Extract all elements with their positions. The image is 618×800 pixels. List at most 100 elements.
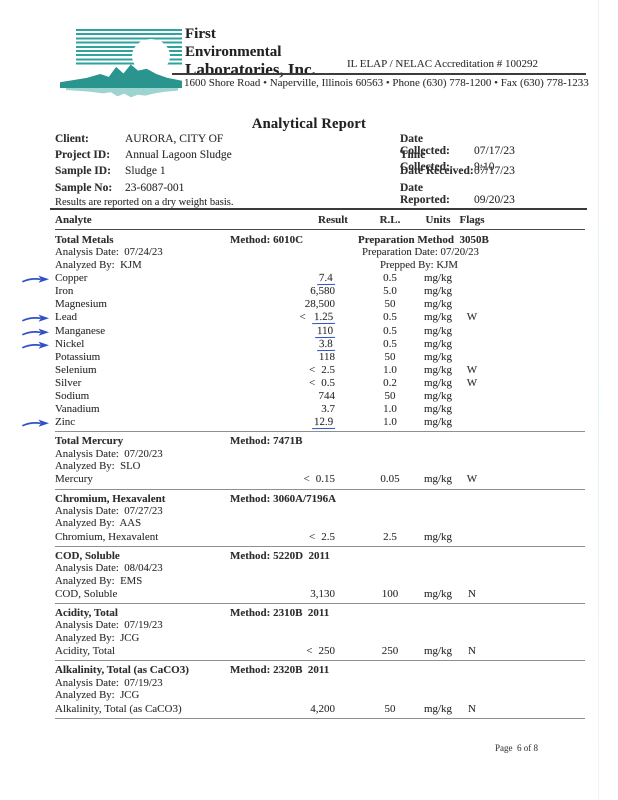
analyte-name: Chromium, Hexavalent [55, 530, 159, 543]
less-than-qualifier: < [303, 473, 310, 486]
info-value: AURORA, CITY OF [125, 133, 224, 145]
section-name: Total Metals [55, 234, 114, 246]
result-number: 3.8 [317, 337, 336, 351]
report-title: Analytical Report [251, 116, 367, 132]
result-number: 1.25 [311, 311, 336, 325]
section-name: Acidity, Total [55, 607, 118, 620]
table-row: Lead <1.25 0.5 mg/kg W [22, 311, 585, 325]
info-value: Annual Lagoon Sludge [125, 149, 232, 162]
section-rows: Copper 7.4 0.5 mg/kg Iron 6,580 5.0 mg/k… [22, 272, 585, 430]
analysis-date: Analysis Date: 07/24/23 [55, 246, 163, 259]
analyte-name: Magnesium [55, 298, 107, 311]
units-value: mg/kg [423, 376, 453, 389]
reporting-limit: 1.0 [383, 403, 397, 416]
reporting-limit: 0.2 [383, 376, 397, 389]
table-row: Silver <0.5 0.2 mg/kg W [55, 377, 585, 390]
table-header-row: Analyte Result R.L. Units Flags [55, 212, 585, 230]
analysis-date: Analysis Date: 07/19/23 [55, 676, 163, 689]
annotation-arrow-icon [22, 328, 49, 336]
flag-value: W [466, 311, 478, 324]
analysis-section: Alkalinity, Total (as CaCO3) Method: 232… [55, 661, 585, 719]
flag-value: W [466, 473, 478, 486]
section-divider-rule [50, 208, 587, 211]
reporting-limit: 5.0 [383, 285, 397, 298]
info-value: 23-6087-001 [125, 181, 185, 194]
table-row: Potassium 118 50 mg/kg [55, 351, 585, 364]
annotation-arrow-icon [22, 275, 49, 283]
prep-method: Preparation Method 3050B [358, 234, 489, 246]
analyte-name: Selenium [55, 363, 97, 376]
analyte-name: Sodium [55, 390, 90, 403]
result-number: 0.5 [321, 376, 335, 389]
info-label: Date Collected: [400, 133, 450, 157]
analyte-name: COD, Soluble [55, 588, 118, 600]
units-value: mg/kg [423, 390, 453, 403]
analysis-section: Total Metals Method: 6010C Preparation M… [22, 231, 585, 433]
reporting-limit: 0.05 [380, 473, 400, 486]
analysis-section: Total Mercury Method: 7471B Analysis Dat… [55, 432, 585, 490]
units-value: mg/kg [423, 416, 453, 429]
accreditation-text: IL ELAP / NELAC Accreditation # 100292 [347, 58, 539, 70]
annotation-arrow-icon [22, 315, 49, 323]
flag-value: N [468, 645, 476, 658]
result-value: 744 [233, 390, 336, 402]
result-number: 250 [318, 645, 336, 658]
less-than-qualifier: < [309, 530, 316, 543]
section-rows: Acidity, Total <250 250 mg/kg N [55, 645, 585, 658]
result-number: 4,200 [310, 702, 335, 715]
units-value: mg/kg [423, 298, 453, 311]
table-row: Zinc 12.9 1.0 mg/kg [22, 416, 585, 430]
result-number: 118 [318, 350, 335, 363]
result-number: 0.15 [315, 473, 335, 486]
analyte-name: Zinc [55, 416, 76, 429]
section-name: COD, Soluble [55, 549, 120, 562]
table-row: Mercury <0.15 0.05 mg/kg W [55, 473, 585, 486]
info-label: Client: [55, 133, 89, 145]
analyzed-by: Analyzed By: AAS [55, 517, 142, 530]
company-logo [60, 27, 182, 103]
analyzed-by: Analyzed By: JCG [55, 631, 140, 644]
analyte-name: Silver [55, 376, 82, 389]
units-value: mg/kg [423, 272, 453, 285]
analysis-section: COD, Soluble Method: 5220D 2011 Analysis… [55, 547, 585, 605]
company-name: First Environmental Laboratories, Inc. [185, 25, 316, 79]
column-header-units: Units [425, 214, 451, 226]
less-than-qualifier: < [309, 376, 316, 389]
analyte-name: Copper [55, 272, 88, 285]
analyte-name: Vanadium [55, 403, 100, 416]
units-value: mg/kg [423, 588, 453, 600]
section-method: Method: 7471B [230, 435, 303, 448]
units-value: mg/kg [423, 473, 453, 486]
column-header-analyte: Analyte [55, 214, 92, 226]
result-value: <0.5 [233, 377, 335, 389]
reporting-limit: 50 [384, 298, 396, 311]
units-value: mg/kg [423, 350, 453, 363]
analyte-name: Alkalinity, Total (as CaCO3) [55, 702, 182, 715]
info-value: 07/17/23 [474, 145, 515, 157]
analysis-date: Analysis Date: 07/27/23 [55, 504, 163, 517]
less-than-qualifier: < [299, 311, 306, 324]
annotation-arrow-icon [22, 419, 49, 428]
units-value: mg/kg [423, 645, 453, 658]
table-row: Iron 6,580 5.0 mg/kg [55, 285, 585, 298]
result-value: 4,200 [233, 703, 335, 715]
table-row: Alkalinity, Total (as CaCO3) 4,200 50 mg… [55, 703, 585, 716]
result-value: 118 [233, 351, 335, 363]
column-header-flags: Flags [459, 214, 485, 226]
info-label: Time Collected: [400, 149, 450, 174]
result-value: 28,500 [233, 298, 335, 310]
analysis-section: Acidity, Total Method: 2310B 2011 Analys… [55, 604, 585, 662]
section-method: Method: 2310B 2011 [230, 607, 330, 620]
result-number: 7.4 [317, 272, 336, 286]
units-value: mg/kg [423, 403, 453, 416]
section-rows: Chromium, Hexavalent <2.5 2.5 mg/kg [55, 531, 585, 544]
result-number: 3,130 [310, 588, 335, 600]
client-info-right: Date Collected: 07/17/23 Time Collected: 9… [400, 133, 515, 206]
reporting-limit: 0.5 [383, 337, 397, 350]
table-row: Chromium, Hexavalent <2.5 2.5 mg/kg [55, 531, 585, 544]
units-value: mg/kg [423, 337, 453, 350]
table-row: Vanadium 3.7 1.0 mg/kg [55, 403, 585, 416]
reporting-limit: 2.5 [383, 530, 397, 543]
table-row: Acidity, Total <250 250 mg/kg N [55, 645, 585, 658]
section-rows: COD, Soluble 3,130 100 mg/kg N [55, 588, 585, 601]
